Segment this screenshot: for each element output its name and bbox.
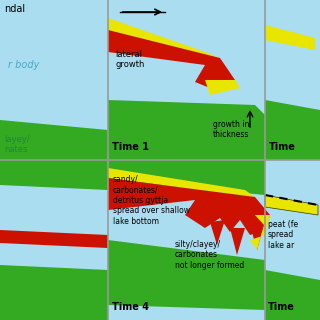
Text: Time 1: Time 1 bbox=[112, 142, 149, 152]
Text: Time: Time bbox=[269, 142, 296, 152]
Polygon shape bbox=[265, 0, 320, 160]
Polygon shape bbox=[108, 0, 265, 160]
Polygon shape bbox=[210, 220, 225, 245]
Text: r body: r body bbox=[8, 60, 39, 70]
Text: sandy/
carbonates/
detritus gyttja
spread over shallow
lake bottom: sandy/ carbonates/ detritus gyttja sprea… bbox=[113, 175, 190, 226]
Text: lateral
growth: lateral growth bbox=[115, 50, 144, 69]
Polygon shape bbox=[265, 270, 320, 320]
Polygon shape bbox=[108, 168, 255, 197]
Polygon shape bbox=[250, 225, 264, 250]
Polygon shape bbox=[108, 160, 265, 195]
Polygon shape bbox=[250, 215, 270, 250]
Text: silty/clayey/
carbonates
not longer formed: silty/clayey/ carbonates not longer form… bbox=[175, 240, 244, 270]
Polygon shape bbox=[108, 18, 220, 58]
Polygon shape bbox=[108, 115, 265, 160]
Polygon shape bbox=[108, 30, 235, 90]
Polygon shape bbox=[108, 100, 265, 160]
Polygon shape bbox=[0, 160, 108, 190]
Polygon shape bbox=[108, 240, 265, 310]
Polygon shape bbox=[265, 195, 318, 215]
Polygon shape bbox=[265, 25, 315, 50]
Text: ndal: ndal bbox=[4, 4, 25, 14]
Text: Time: Time bbox=[268, 302, 295, 312]
Text: Time 4: Time 4 bbox=[112, 302, 149, 312]
Text: peat (fe
spread
lake ar: peat (fe spread lake ar bbox=[268, 220, 298, 250]
Polygon shape bbox=[0, 265, 108, 320]
Polygon shape bbox=[0, 0, 108, 160]
Polygon shape bbox=[0, 120, 108, 160]
Text: growth in
thickness: growth in thickness bbox=[213, 120, 249, 140]
Polygon shape bbox=[0, 160, 108, 320]
Polygon shape bbox=[205, 80, 240, 95]
Polygon shape bbox=[265, 100, 320, 160]
Polygon shape bbox=[108, 160, 265, 320]
Text: layey/
nates: layey/ nates bbox=[4, 135, 30, 155]
Polygon shape bbox=[265, 160, 320, 320]
Polygon shape bbox=[108, 178, 270, 235]
Polygon shape bbox=[230, 228, 245, 255]
Polygon shape bbox=[0, 230, 108, 248]
